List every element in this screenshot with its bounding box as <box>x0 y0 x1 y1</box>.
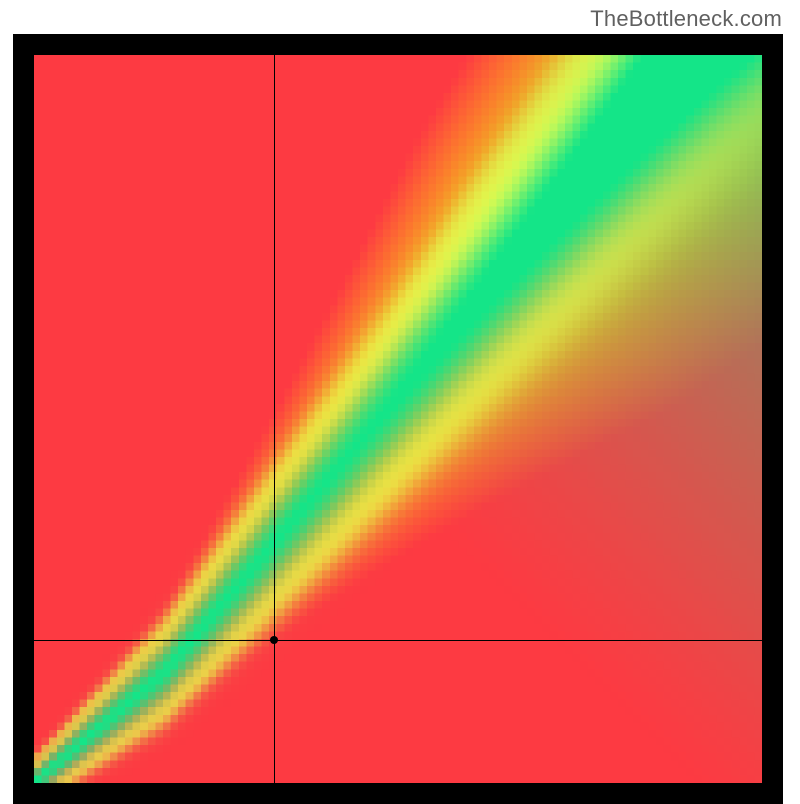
plot-frame <box>13 34 783 804</box>
crosshair-horizontal <box>34 640 762 641</box>
chart-container: TheBottleneck.com <box>0 0 800 800</box>
watermark-text: TheBottleneck.com <box>590 6 782 32</box>
crosshair-vertical <box>274 55 275 783</box>
bottleneck-heatmap <box>34 55 762 783</box>
